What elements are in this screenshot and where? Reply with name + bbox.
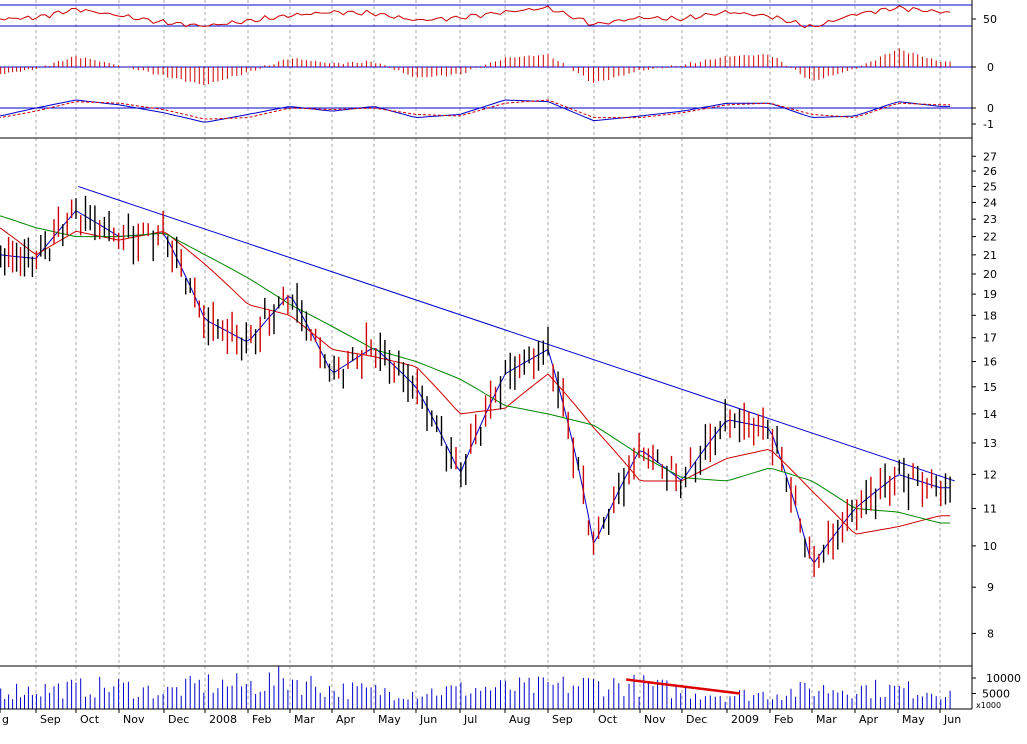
volume-tick-label: 10000 [986,672,1021,685]
month-label: Sep [552,713,573,726]
month-label: Nov [123,713,145,726]
month-label: Mar [816,713,837,726]
month-label: Sep [40,713,61,726]
price-tick-label: 18 [983,309,997,322]
histogram-tick-label: 0 [987,61,994,74]
price-tick-label: 11 [983,502,997,515]
price-tick-label: 22 [983,231,997,244]
price-tick-label: 17 [983,332,997,345]
price-panel [0,185,955,577]
price-tick-label: 8 [987,627,994,640]
price-tick-label: 13 [983,437,997,450]
price-tick-label: 19 [983,288,997,301]
price-tick-label: 27 [983,150,997,163]
month-label: Dec [686,713,707,726]
ma-mid-line [0,227,951,535]
bottom-axis: g Sep Oct Nov Dec 2008 Feb Mar Apr May Jun Jul Aug Se… [0,137,972,726]
macd-tick-label: -1 [983,118,994,131]
month-label: 2008 [209,713,237,726]
rsi-tick-label: 50 [983,13,997,26]
month-label: Apr [336,713,356,726]
right-axis: 5000-12726252423222120191817161514131211… [971,0,1021,710]
macd-histogram-panel [0,48,972,85]
month-label: May [378,713,401,726]
month-label: Jul [463,713,477,726]
rsi-line [0,5,951,29]
month-label: Dec [168,713,189,726]
price-tick-label: 12 [983,468,997,481]
ma-slow-line [0,215,951,524]
macd-tick-label: 0 [987,102,994,115]
month-label: Mar [294,713,315,726]
price-tick-label: 10 [983,540,997,553]
price-tick-label: 9 [987,581,994,594]
month-label: Oct [598,713,618,726]
price-tick-label: 15 [983,381,997,394]
rsi-panel [0,4,972,29]
volume-trendline [626,678,741,695]
month-label: Feb [774,713,793,726]
volume-tick-label: 5000 [982,688,1010,701]
price-tick-label: 21 [983,249,997,262]
resistance-trendline [77,185,955,482]
price-tick-label: 24 [983,196,997,209]
price-tick-label: 14 [983,408,997,421]
price-tick-label: 16 [983,356,997,369]
month-label: Nov [644,713,666,726]
month-label: Apr [859,713,879,726]
month-label: Aug [509,713,530,726]
volume-unit-label: x1000 [976,701,1001,710]
price-tick-label: 20 [983,268,997,281]
month-label: g [2,713,9,726]
month-label: Feb [252,713,271,726]
month-label: Jun [419,713,437,726]
month-label: May [902,713,925,726]
month-gridlines [35,0,941,709]
month-label: 2009 [731,713,759,726]
price-tick-label: 25 [983,180,997,193]
month-label: Oct [80,713,100,726]
volume-panel [0,665,951,709]
price-tick-label: 26 [983,165,997,178]
month-label: Jun [943,713,961,726]
ma-fast-line [0,210,951,564]
macd-signal-line [0,99,951,120]
macd-line [0,99,951,123]
price-tick-label: 23 [983,213,997,226]
macd-panel [0,99,972,123]
